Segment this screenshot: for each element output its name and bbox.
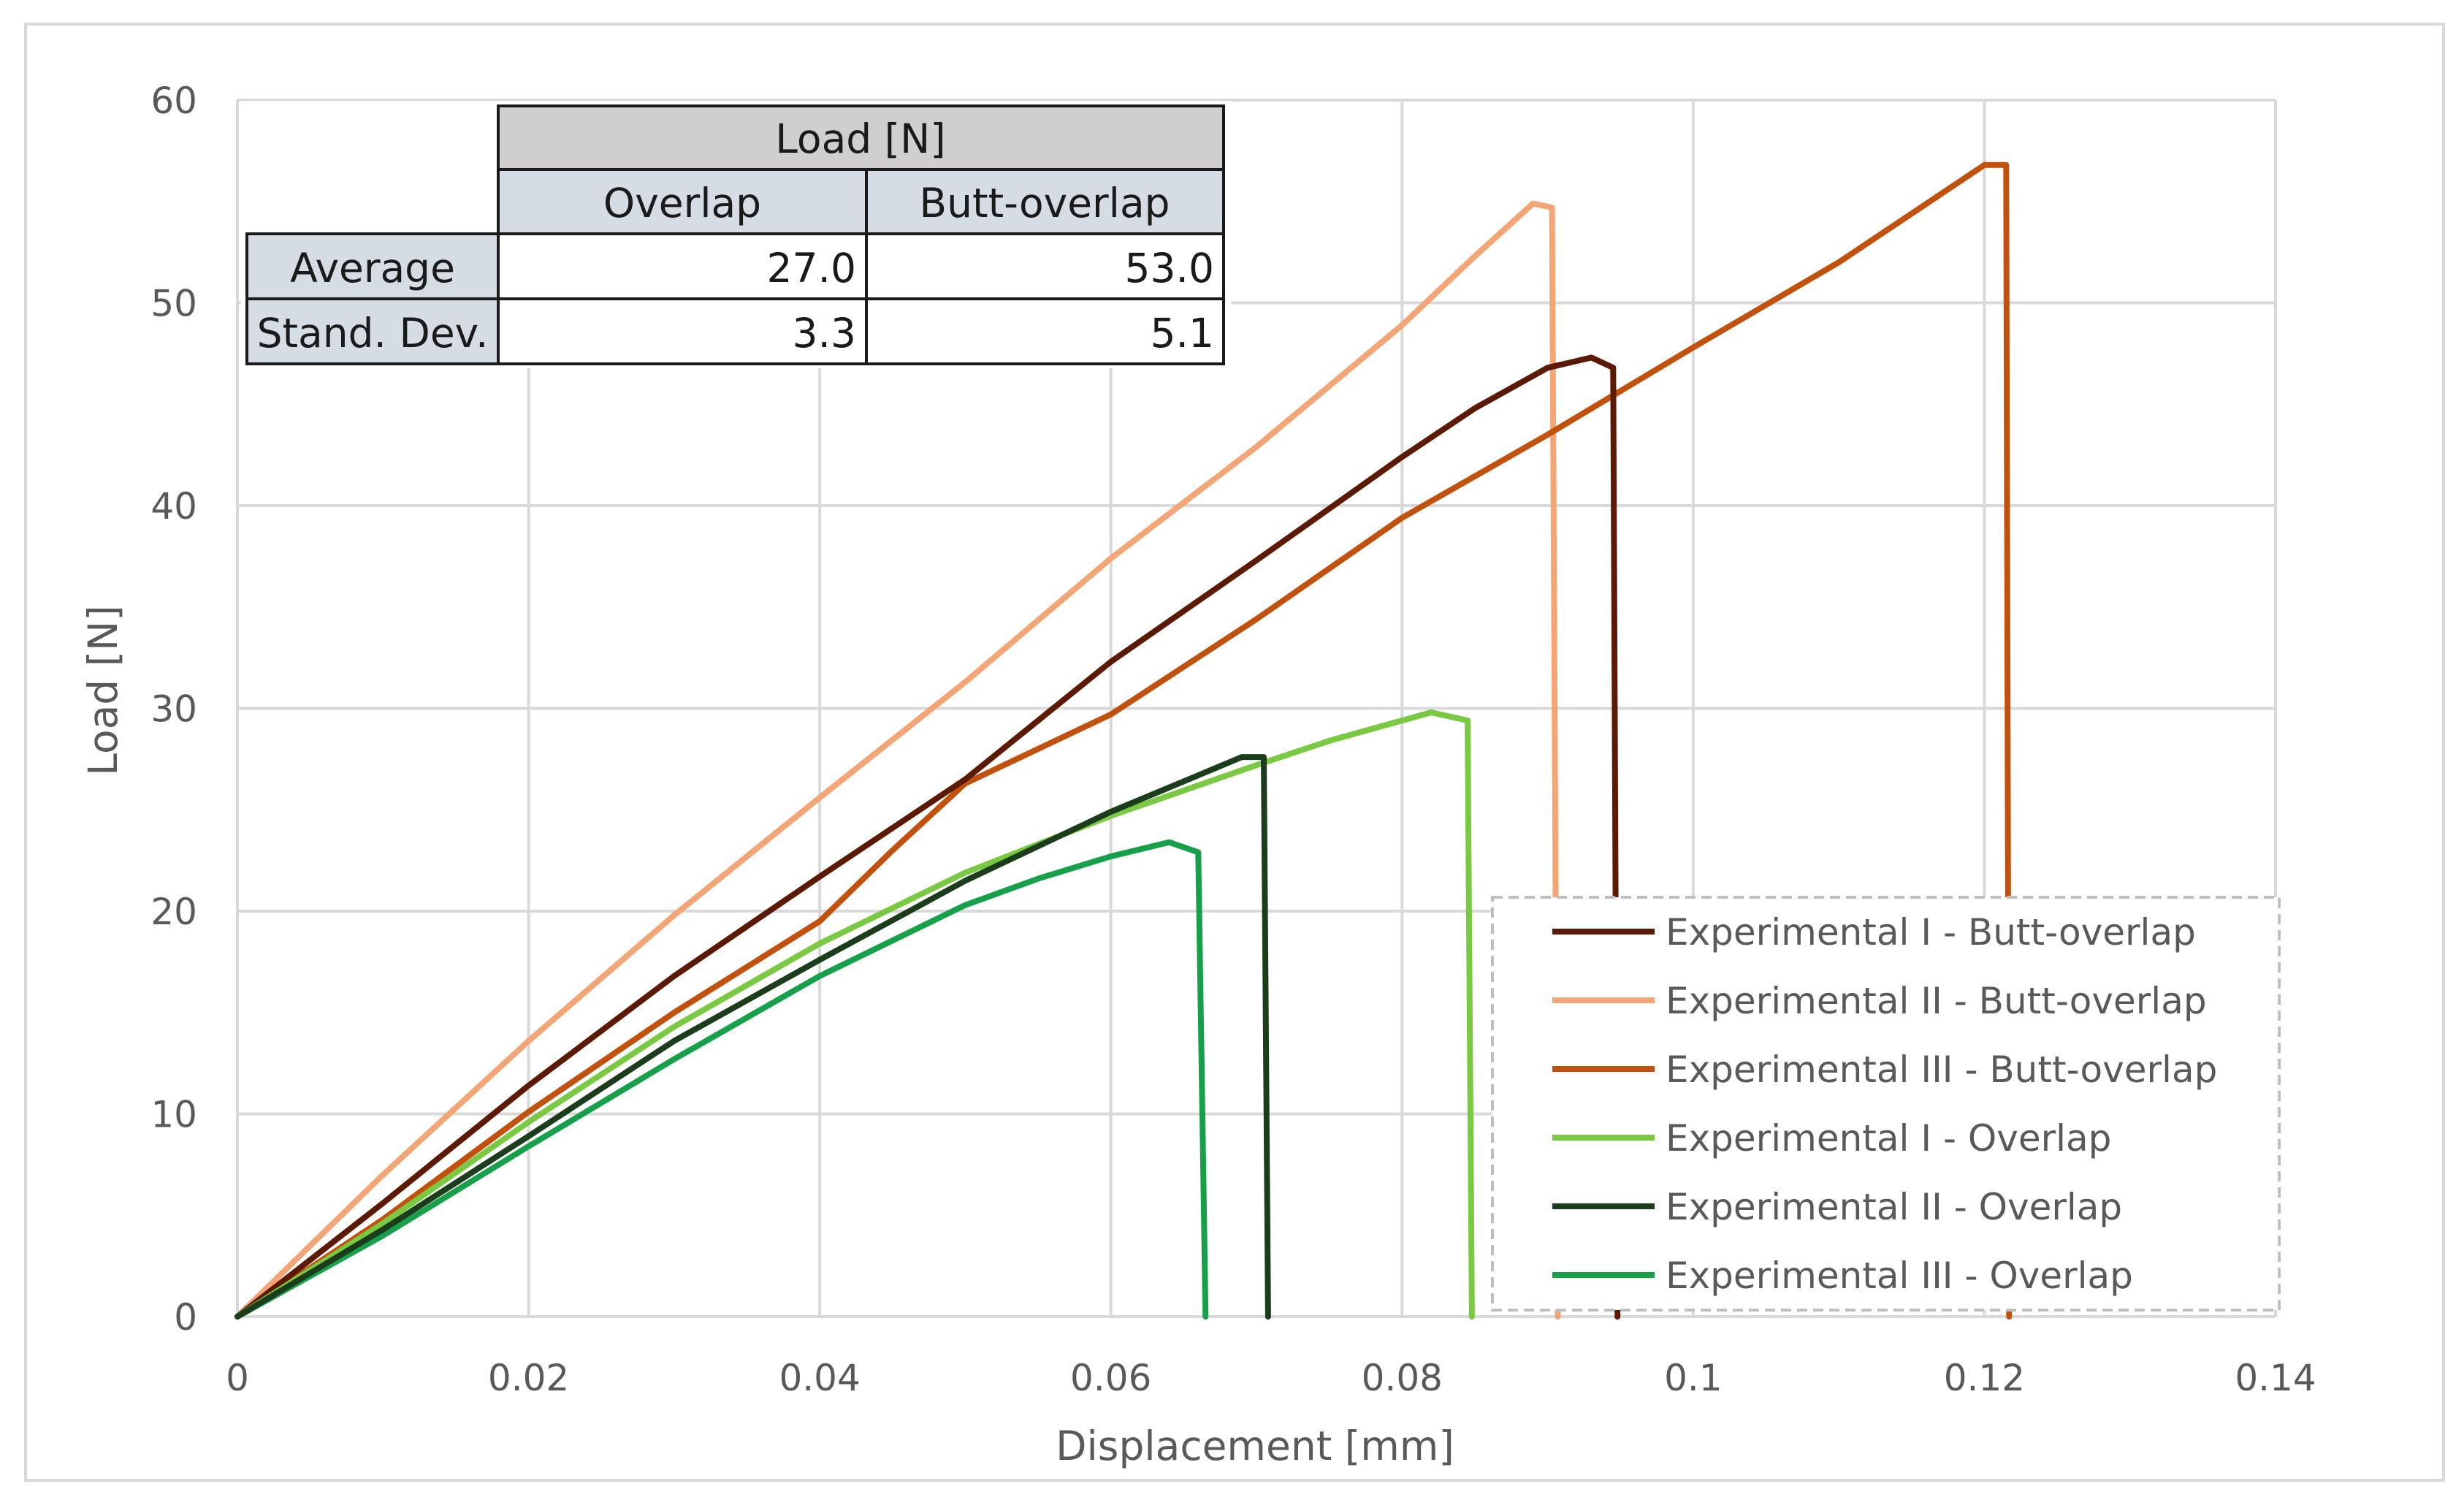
table-row-label: Average — [290, 245, 455, 292]
table-col-header: Overlap — [603, 180, 761, 227]
y-tick-label: 60 — [150, 80, 197, 122]
axes: Displacement [mm] Load [N] 0 0.02 0.04 0.06… — [80, 80, 2316, 1469]
y-tick-label: 10 — [150, 1094, 197, 1136]
table-value: 27.0 — [767, 245, 856, 292]
x-tick-label: 0.08 — [1362, 1357, 1443, 1399]
series-line — [234, 754, 1271, 1320]
summary-table: Load [N] Overlap Butt-overlap Average 27… — [241, 101, 1231, 368]
table-group-header: Load [N] — [775, 115, 945, 162]
legend-label: Experimental II - Butt-overlap — [1666, 980, 2207, 1022]
legend-box — [1491, 896, 2281, 1312]
y-axis-title: Load [N] — [80, 605, 126, 775]
x-tick-label: 0.12 — [1944, 1357, 2025, 1399]
x-tick-label: 0.02 — [488, 1357, 569, 1399]
table-col-header-cell — [497, 168, 868, 235]
table-col-header: Butt-overlap — [919, 180, 1170, 227]
x-tick-label: 0 — [226, 1357, 249, 1399]
y-tick-label: 30 — [150, 688, 197, 731]
x-tick-label: 0.04 — [779, 1357, 860, 1399]
y-tick-label: 0 — [174, 1296, 197, 1339]
x-tick-label: 0.1 — [1664, 1357, 1723, 1399]
table-value: 5.1 — [1151, 310, 1214, 357]
legend-label: Experimental III - Overlap — [1666, 1255, 2133, 1297]
figure-frame — [24, 23, 2445, 1482]
legend-label: Experimental I - Butt-overlap — [1666, 911, 2196, 954]
table-cell — [865, 297, 1225, 365]
series-line — [234, 161, 2013, 1320]
series-line — [234, 839, 1209, 1320]
x-axis-title: Displacement [mm] — [1056, 1423, 1454, 1469]
legend-label: Experimental III - Butt-overlap — [1666, 1048, 2217, 1091]
x-tick-label: 0.06 — [1070, 1357, 1151, 1399]
table-row-label: Stand. Dev. — [257, 310, 489, 357]
table-value: 53.0 — [1125, 245, 1214, 292]
series-line — [234, 354, 1621, 1320]
data-series — [234, 161, 2013, 1320]
series-line — [234, 200, 1561, 1320]
table-cell — [497, 297, 868, 365]
legend: Experimental I - Butt-overlap Experimenta… — [1491, 896, 2281, 1312]
table-row-label-cell — [245, 232, 500, 300]
table-cell — [497, 232, 868, 300]
x-tick-label: 0.14 — [2235, 1357, 2316, 1399]
y-tick-label: 20 — [150, 891, 197, 933]
y-tick-label: 40 — [150, 485, 197, 528]
table-cell — [865, 232, 1225, 300]
legend-label: Experimental I - Overlap — [1666, 1117, 2111, 1160]
legend-label: Experimental II - Overlap — [1666, 1186, 2122, 1228]
table-value: 3.3 — [793, 310, 856, 357]
y-tick-label: 50 — [150, 283, 197, 325]
series-line — [234, 709, 1475, 1320]
